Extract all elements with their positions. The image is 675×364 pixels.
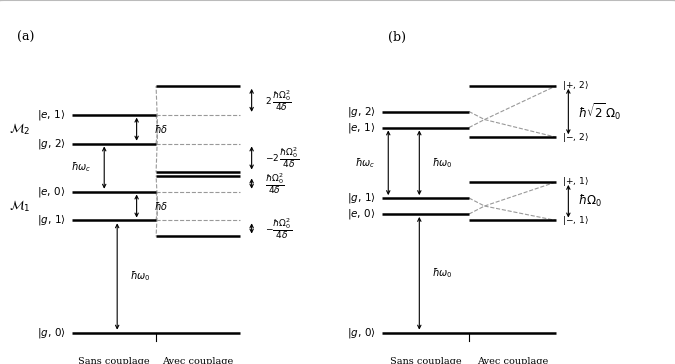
Text: $\hbar\omega_c$: $\hbar\omega_c$	[71, 161, 91, 174]
Text: (b): (b)	[388, 31, 406, 44]
Text: $|{+},\,1\rangle$: $|{+},\,1\rangle$	[562, 175, 589, 189]
Text: $\hbar\Omega_0$: $\hbar\Omega_0$	[578, 193, 601, 209]
Text: $\hbar\omega_0$: $\hbar\omega_0$	[432, 156, 452, 170]
Text: $|g,\,0\rangle$: $|g,\,0\rangle$	[347, 325, 376, 340]
Text: $|g,\,1\rangle$: $|g,\,1\rangle$	[347, 191, 376, 205]
Text: $|{-},\,2\rangle$: $|{-},\,2\rangle$	[562, 131, 589, 144]
Text: $\hbar\omega_0$: $\hbar\omega_0$	[432, 266, 452, 280]
Text: $\mathcal{M}_1$: $\mathcal{M}_1$	[9, 198, 30, 214]
Text: $|g,\,2\rangle$: $|g,\,2\rangle$	[36, 136, 65, 151]
Text: $|e,\,0\rangle$: $|e,\,0\rangle$	[347, 207, 376, 221]
Text: $|e,\,1\rangle$: $|e,\,1\rangle$	[36, 108, 65, 122]
Text: Sans couplage: Sans couplage	[389, 357, 461, 364]
Text: $|g,\,2\rangle$: $|g,\,2\rangle$	[347, 104, 376, 119]
Text: $|g,\,0\rangle$: $|g,\,0\rangle$	[36, 325, 65, 340]
Text: $-\dfrac{\hbar\Omega_0^2}{4\delta}$: $-\dfrac{\hbar\Omega_0^2}{4\delta}$	[265, 216, 292, 241]
Text: $-2\,\dfrac{\hbar\Omega_0^2}{4\delta}$: $-2\,\dfrac{\hbar\Omega_0^2}{4\delta}$	[265, 146, 299, 170]
Text: (a): (a)	[17, 31, 34, 44]
Text: $|e,\,1\rangle$: $|e,\,1\rangle$	[347, 120, 376, 135]
Text: Avec couplage: Avec couplage	[163, 357, 234, 364]
Text: Avec couplage: Avec couplage	[477, 357, 548, 364]
Text: $|g,\,1\rangle$: $|g,\,1\rangle$	[36, 213, 65, 228]
Text: $\hbar\sqrt{2}\,\Omega_0$: $\hbar\sqrt{2}\,\Omega_0$	[578, 101, 621, 122]
Text: $|{-},\,1\rangle$: $|{-},\,1\rangle$	[562, 214, 589, 227]
Text: $|{+},\,2\rangle$: $|{+},\,2\rangle$	[562, 79, 589, 92]
Text: $|e,\,0\rangle$: $|e,\,0\rangle$	[36, 185, 65, 199]
Text: $\hbar\delta$: $\hbar\delta$	[155, 123, 169, 135]
Text: $2\,\dfrac{\hbar\Omega_0^2}{4\delta}$: $2\,\dfrac{\hbar\Omega_0^2}{4\delta}$	[265, 88, 292, 113]
Text: $\hbar\delta$: $\hbar\delta$	[155, 200, 169, 212]
Text: $\dfrac{\hbar\Omega_0^2}{4\delta}$: $\dfrac{\hbar\Omega_0^2}{4\delta}$	[265, 171, 284, 196]
Text: $\hbar\omega_0$: $\hbar\omega_0$	[130, 270, 151, 284]
Text: $\mathcal{M}_2$: $\mathcal{M}_2$	[9, 122, 30, 137]
Text: $\hbar\omega_c$: $\hbar\omega_c$	[355, 156, 376, 170]
Text: Sans couplage: Sans couplage	[78, 357, 150, 364]
